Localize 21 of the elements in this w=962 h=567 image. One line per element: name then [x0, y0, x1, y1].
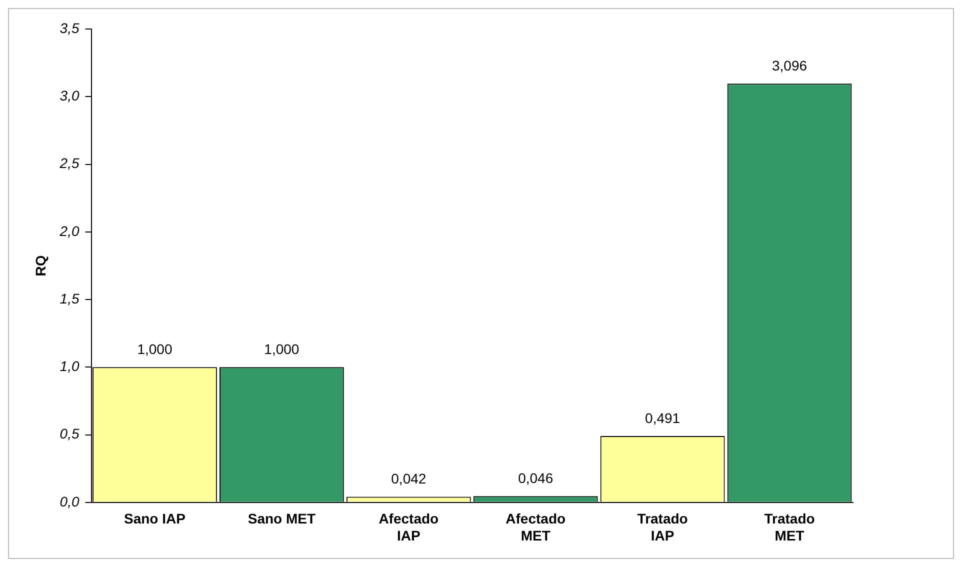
- x-tick-label: Tratado MET: [764, 510, 815, 544]
- data-label: 0,491: [645, 410, 680, 426]
- x-tick-label: Sano IAP: [124, 510, 186, 527]
- y-tick-label: 0,0: [60, 493, 80, 510]
- x-tick-label: Afectado IAP: [378, 510, 439, 544]
- y-tick-label: 3,5: [60, 20, 80, 36]
- data-label: 3,096: [772, 58, 808, 74]
- y-tick-label: 3,0: [60, 88, 80, 104]
- x-tick-label: Afectado MET: [506, 510, 566, 544]
- data-label: 1,000: [264, 341, 300, 357]
- data-label: 1,000: [137, 341, 172, 357]
- y-tick-label: 1,0: [60, 358, 80, 374]
- data-label: 0,046: [518, 470, 554, 486]
- x-tick-label: Tratado IAP: [637, 510, 688, 544]
- y-tick-label: 0,5: [60, 426, 80, 442]
- y-tick-label: 1,5: [60, 290, 80, 306]
- x-tick-label: Sano MET: [248, 510, 316, 527]
- y-tick-label: 2,0: [58, 222, 80, 239]
- y-axis-title: RQ: [32, 255, 48, 276]
- y-tick-label: 2,5: [58, 155, 80, 172]
- data-label: 0,042: [391, 470, 426, 487]
